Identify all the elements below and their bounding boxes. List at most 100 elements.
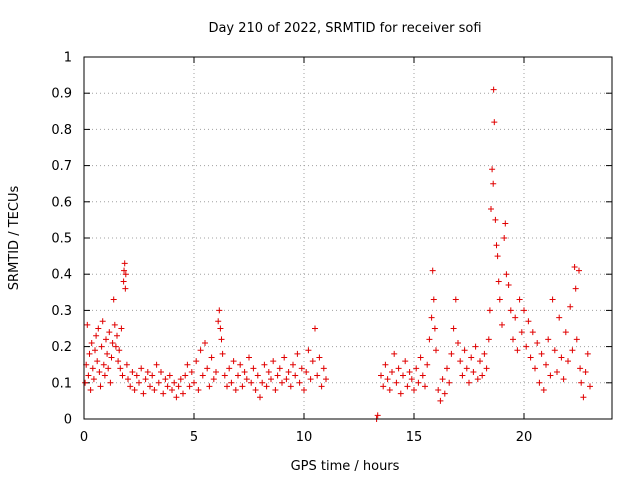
data-point [400,372,406,379]
data-point [149,372,156,379]
data-point [235,372,241,379]
data-point [108,354,115,361]
data-point [441,390,448,397]
data-point [294,350,301,357]
y-tick-label: 0.4 [51,268,72,283]
data-point [206,383,213,390]
data-point [210,376,217,383]
data-point [424,361,431,368]
data-point [490,180,497,187]
data-point [287,383,294,390]
data-point [577,365,584,372]
data-point [547,372,554,379]
data-point [558,354,565,361]
x-tick-label: 20 [516,430,533,445]
data-point [428,314,435,321]
data-point [121,260,128,267]
data-point [136,379,142,386]
data-point [173,394,180,401]
data-point [538,350,545,357]
data-point [99,318,106,325]
data-point [395,365,402,372]
data-point [164,383,171,390]
data-point [204,365,211,372]
data-point [221,372,228,379]
data-point [411,387,417,394]
data-point [554,368,560,375]
data-point [382,361,389,368]
data-point [567,303,574,310]
data-point [489,166,496,173]
data-point [417,354,424,361]
data-point [384,376,391,383]
data-point [283,376,290,383]
data-point [521,307,527,314]
data-point [505,282,512,289]
data-point [408,376,415,383]
data-point [433,347,439,354]
data-point [121,267,128,274]
data-point [92,347,98,354]
x-tick-label: 5 [190,430,198,445]
y-tick-label: 0.3 [51,304,72,319]
data-point [540,387,547,394]
data-point [391,350,398,357]
data-point [252,387,259,394]
data-point [86,350,93,357]
data-point [129,368,136,375]
data-point [512,314,519,321]
data-point [305,347,312,354]
y-tick-label: 0.2 [51,340,72,355]
data-point [312,325,318,332]
data-point [85,372,92,379]
chart-title: Day 210 of 2022, SRMTID for receiver sof… [208,21,481,36]
data-point [171,379,178,386]
y-tick-label: 0.8 [51,123,72,138]
data-point [543,361,549,368]
data-point [95,325,102,332]
data-point [415,379,422,386]
data-point [90,376,97,383]
data-point [246,354,252,361]
y-tick-label: 1 [64,51,72,66]
data-point [241,368,248,375]
data-point [529,329,536,336]
data-point [97,383,104,390]
data-point [151,387,158,394]
data-point [88,339,95,346]
data-point [426,336,433,343]
data-point [107,379,114,386]
data-point [402,358,409,365]
data-point [158,368,164,375]
data-point [578,379,585,386]
data-point [468,354,475,361]
data-point [490,86,497,93]
data-point [162,376,169,383]
data-point [208,354,215,361]
y-tick-label: 0.1 [51,376,72,391]
data-point [386,387,393,394]
data-point [307,376,314,383]
data-point [477,358,483,365]
data-point [290,361,296,368]
x-tick-label: 0 [80,430,88,445]
data-point [571,263,578,270]
plot-frame [83,56,613,420]
data-point [219,350,226,357]
data-point [184,361,191,368]
grid-lines [84,57,612,419]
data-point [115,358,122,365]
data-point [123,361,130,368]
data-point [104,350,111,357]
data-point [239,383,246,390]
data-point [177,376,184,383]
data-point [279,379,285,386]
data-point [195,387,202,394]
data-points [82,86,593,422]
data-point [188,368,195,375]
data-point [431,325,438,332]
data-point [503,271,510,278]
y-axis-label: SRMTID / TECUs [7,186,22,291]
data-point [573,336,580,343]
